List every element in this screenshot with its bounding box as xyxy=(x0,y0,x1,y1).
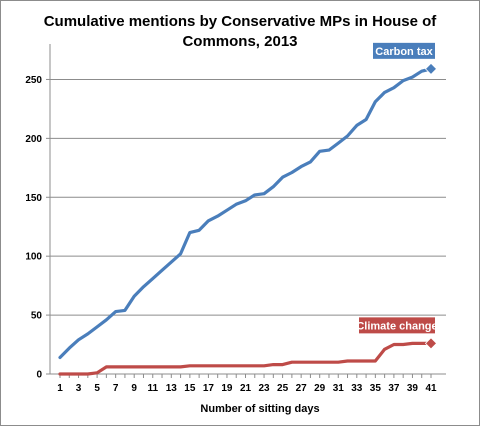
x-tick-label: 21 xyxy=(240,383,252,394)
series-tag-background xyxy=(359,317,435,334)
chart-title: Cumulative mentions by Conservative MPs … xyxy=(43,13,437,50)
x-tick-label: 11 xyxy=(147,383,158,394)
x-tick-label: 41 xyxy=(425,383,437,394)
series-end-marker xyxy=(424,337,438,350)
x-tick-label: 9 xyxy=(131,383,137,394)
x-tick-label: 37 xyxy=(388,383,400,394)
gridlines xyxy=(50,78,446,316)
x-tick-label: 15 xyxy=(184,383,196,394)
series-tag-background xyxy=(373,42,435,59)
series-tag-label: Climate change xyxy=(356,320,437,332)
x-tick-label: 7 xyxy=(113,383,119,394)
y-tick-label: 250 xyxy=(25,75,42,86)
series-lines xyxy=(58,62,438,376)
series-line-carbon-tax xyxy=(58,67,433,360)
x-tick-label: 25 xyxy=(277,383,289,394)
series-end-marker xyxy=(424,62,438,75)
x-tick-label: 27 xyxy=(296,383,308,394)
series-line-climate-change xyxy=(58,341,433,376)
y-tick-label: 50 xyxy=(31,311,43,322)
x-axis-title: Number of sitting days xyxy=(200,403,319,415)
x-tick-label: 29 xyxy=(314,383,326,394)
x-tick-label: 5 xyxy=(94,383,100,394)
y-tick-label: 100 xyxy=(25,252,42,263)
y-tick-label: 200 xyxy=(25,134,42,145)
x-tick-label: 23 xyxy=(258,383,270,394)
y-tick-label: 0 xyxy=(36,370,42,381)
x-tick-label: 3 xyxy=(76,383,82,394)
x-tick-label: 33 xyxy=(351,383,363,394)
x-tick-label: 35 xyxy=(370,383,382,394)
x-tick-label: 19 xyxy=(221,383,233,394)
x-tick-label: 1 xyxy=(57,383,63,394)
y-tick-label: 150 xyxy=(25,193,42,204)
x-tick-label: 13 xyxy=(166,383,178,394)
series-tag-label: Carbon tax xyxy=(375,46,433,58)
x-tick-label: 17 xyxy=(203,383,215,394)
x-tick-label: 39 xyxy=(407,383,419,394)
x-tick-label: 31 xyxy=(333,383,345,394)
